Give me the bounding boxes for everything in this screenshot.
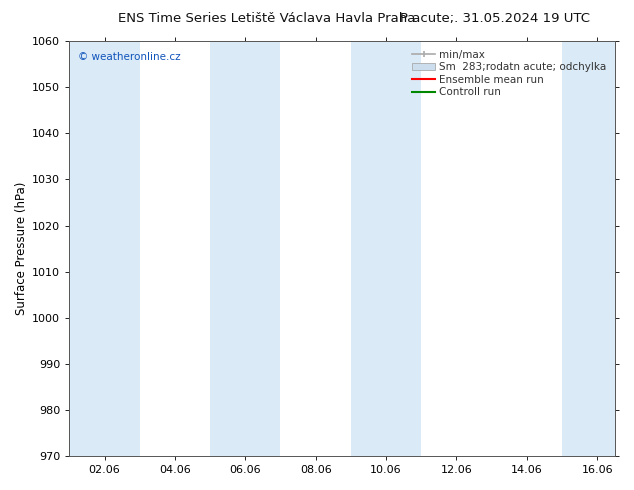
Legend: min/max, Sm  283;rodatn acute; odchylka, Ensemble mean run, Controll run: min/max, Sm 283;rodatn acute; odchylka, … (409, 47, 610, 100)
Bar (562, 41, 615, 456)
Bar (351, 41, 421, 456)
Text: ENS Time Series Letiště Václava Havla Praha: ENS Time Series Letiště Václava Havla Pr… (117, 12, 415, 25)
Y-axis label: Surface Pressure (hPa): Surface Pressure (hPa) (15, 182, 28, 315)
Text: © weatheronline.cz: © weatheronline.cz (77, 51, 180, 62)
Bar (69, 41, 139, 456)
Text: P acute;. 31.05.2024 19 UTC: P acute;. 31.05.2024 19 UTC (399, 12, 590, 25)
Bar (210, 41, 280, 456)
